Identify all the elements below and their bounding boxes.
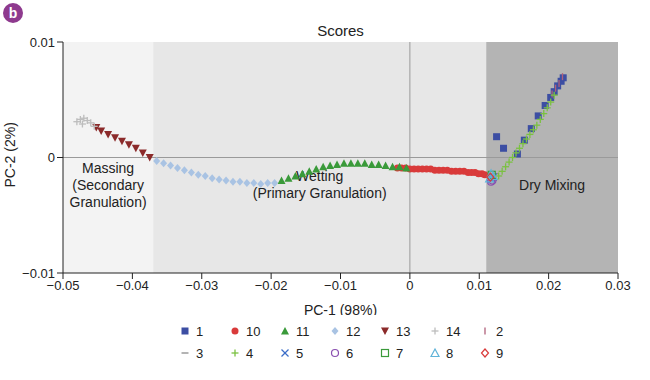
html-text:12: 12 <box>346 323 361 339</box>
svg-text:0.03: 0.03 <box>605 278 630 293</box>
svg-text:−0.01: −0.01 <box>324 278 357 293</box>
html-text:9: 9 <box>496 345 504 361</box>
html-text:b: b <box>8 5 18 21</box>
svg-text:−0.05: −0.05 <box>46 278 80 294</box>
html-text:14: 14 <box>446 323 461 339</box>
svg-text:Massing(SecondaryGranulation): Massing(SecondaryGranulation) <box>70 160 147 210</box>
html-text:Scores: Scores <box>317 22 364 39</box>
svg-text:Wetting(Primary Granulation): Wetting(Primary Granulation) <box>253 168 387 201</box>
html-text:2: 2 <box>496 323 504 339</box>
svg-text:−0.04: −0.04 <box>116 278 149 293</box>
svg-text:0: 0 <box>48 150 55 165</box>
svg-text:0.01: 0.01 <box>30 35 55 50</box>
svg-text:PC-1 (98%): PC-1 (98%) <box>304 302 377 315</box>
svg-text:Dry Mixing: Dry Mixing <box>519 177 585 193</box>
html-text:3: 3 <box>196 345 204 361</box>
html-text:8: 8 <box>446 345 454 361</box>
svg-text:PC-2 (2%): PC-2 (2%) <box>8 122 18 187</box>
html-text:4: 4 <box>246 345 254 361</box>
html-text:5: 5 <box>296 345 304 361</box>
html-text:1: 1 <box>196 323 204 339</box>
svg-text:0: 0 <box>406 278 413 293</box>
svg-text:−0.02: −0.02 <box>255 278 288 293</box>
html-text:7: 7 <box>396 345 404 361</box>
svg-text:−0.01: −0.01 <box>22 266 55 281</box>
html-text:11: 11 <box>296 323 310 339</box>
html-text:10: 10 <box>246 323 261 339</box>
html-text:6: 6 <box>346 345 354 361</box>
svg-text:0.02: 0.02 <box>536 278 561 293</box>
html-text:13: 13 <box>396 323 411 339</box>
svg-text:−0.03: −0.03 <box>185 278 218 293</box>
svg-text:0.01: 0.01 <box>467 278 492 293</box>
